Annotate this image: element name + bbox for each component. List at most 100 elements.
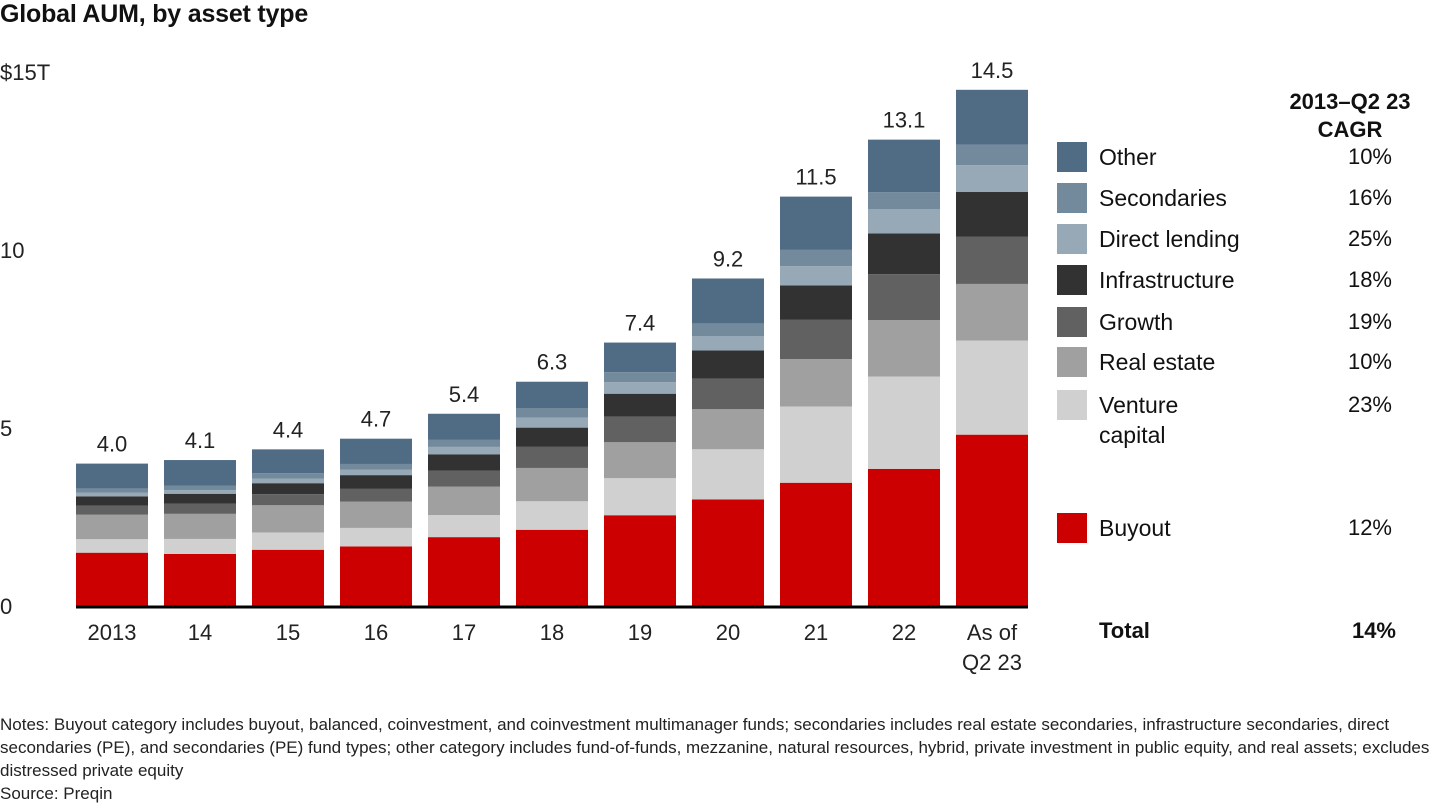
legend-swatch	[1057, 307, 1087, 337]
bar-segment-buyout	[164, 553, 236, 606]
bar-total-label: 7.4	[625, 311, 656, 336]
legend-item: Secondaries	[1057, 183, 1289, 213]
legend-label: Buyout	[1099, 515, 1171, 541]
bar-segment-venture-capital	[780, 406, 852, 483]
bar-segment-infrastructure	[164, 493, 236, 504]
legend-label: Other	[1099, 144, 1157, 170]
x-tick-label: 22	[892, 620, 916, 645]
x-tick-label: 16	[364, 620, 388, 645]
y-tick-label: $15T	[0, 60, 50, 85]
bar-segment-other	[340, 438, 412, 464]
bar-segment-growth	[956, 236, 1028, 284]
bar-segment-infrastructure	[692, 350, 764, 379]
x-tick-label: 18	[540, 620, 564, 645]
stacked-bar-chart: 0 5 10 $15T 4.0 2013 4.1 14 4.4 15 4.7 16 5.4 17 6.3 18…	[0, 58, 1028, 675]
bar-segment-real-estate	[868, 320, 940, 377]
bar-segment-secondaries	[428, 439, 500, 447]
bar-segment-buyout	[780, 482, 852, 606]
bar-segment-direct-lending	[780, 266, 852, 286]
bar-segment-buyout	[516, 529, 588, 606]
legend-item: Direct lending	[1057, 224, 1289, 254]
bar-segment-direct-lending	[604, 382, 676, 394]
bar-segment-venture-capital	[428, 515, 500, 538]
bar-segment-direct-lending	[428, 446, 500, 455]
bar-segment-venture-capital	[516, 501, 588, 530]
bar-segment-growth	[340, 488, 412, 502]
legend-label: Direct lending	[1099, 226, 1240, 252]
bar-segment-venture-capital	[604, 478, 676, 516]
y-tick-label: 0	[0, 594, 12, 619]
legend-swatch	[1057, 347, 1087, 377]
legend-item: Other	[1057, 142, 1289, 172]
bar-segment-buyout	[428, 537, 500, 606]
legend-swatch	[1057, 265, 1087, 295]
bar-segment-buyout	[252, 549, 324, 606]
bar-segment-venture-capital	[252, 532, 324, 550]
bar-segment-direct-lending	[252, 478, 324, 484]
bar-total-label: 9.2	[713, 246, 744, 271]
total-cagr-value: 14%	[1351, 618, 1396, 643]
bar-segment-venture-capital	[76, 539, 148, 553]
bar-segment-other	[956, 89, 1028, 145]
legend-item: Real estate	[1057, 347, 1289, 377]
bar-total-label: 4.0	[97, 432, 128, 457]
legend-cagr-value: 25%	[1347, 226, 1392, 251]
bar-segment-other	[428, 413, 500, 440]
legend-swatch	[1057, 183, 1087, 213]
legend-item: Buyout	[1057, 513, 1289, 543]
bar-segment-buyout	[692, 499, 764, 606]
x-tick-label: 20	[716, 620, 740, 645]
chart-title: Global AUM, by asset type	[0, 0, 309, 28]
footnotes: Notes: Buyout category includes buyout, …	[0, 713, 1440, 805]
bar-segment-infrastructure	[516, 427, 588, 447]
legend-header-line2: CAGR	[1317, 117, 1383, 142]
legend-label: Infrastructure	[1099, 267, 1235, 293]
bar-segment-buyout	[76, 552, 148, 606]
bar-segment-real-estate	[780, 359, 852, 407]
legend-item: Growth	[1057, 307, 1289, 337]
bar-total-label: 4.1	[185, 428, 216, 453]
legend-label: Secondaries	[1099, 185, 1227, 211]
bar-total-label: 14.5	[971, 58, 1014, 83]
bar-segment-venture-capital	[164, 538, 236, 554]
notes-text: Notes: Buyout category includes buyout, …	[0, 715, 1430, 780]
bar-segment-real-estate	[76, 514, 148, 540]
bar-segment-secondaries	[868, 192, 940, 210]
legend-item: Infrastructure	[1057, 265, 1289, 295]
legend-item: Venture capital	[1057, 390, 1289, 450]
bar-segment-other	[868, 139, 940, 193]
bar-segment-growth	[692, 378, 764, 410]
bar-segment-real-estate	[516, 467, 588, 502]
bar-segment-growth	[868, 274, 940, 321]
legend-swatch	[1057, 142, 1087, 172]
x-tick-label: 17	[452, 620, 476, 645]
bar-total-label: 13.1	[883, 108, 926, 133]
bar-segment-other	[252, 449, 324, 474]
bar-segment-infrastructure	[956, 192, 1028, 237]
bar-segment-growth	[76, 505, 148, 515]
bar-segment-secondaries	[164, 485, 236, 491]
bar-segment-secondaries	[604, 372, 676, 383]
legend-header: 2013–Q2 23 CAGR	[1280, 88, 1420, 144]
bar-segment-direct-lending	[868, 209, 940, 234]
bar-segment-direct-lending	[516, 417, 588, 428]
legend-cagr-value: 23%	[1347, 392, 1392, 417]
bar-segment-direct-lending	[956, 165, 1028, 193]
bar-segment-secondaries	[516, 408, 588, 418]
bar-segment-other	[692, 278, 764, 324]
bar-segment-venture-capital	[868, 376, 940, 469]
bar-segment-real-estate	[428, 486, 500, 516]
legend-label: Growth	[1099, 309, 1174, 335]
bar-segment-secondaries	[76, 488, 148, 493]
bar-segment-other	[780, 196, 852, 250]
legend-cagr-value: 18%	[1347, 267, 1392, 292]
bar-segment-venture-capital	[340, 527, 412, 547]
bar-segment-real-estate	[956, 283, 1028, 341]
bar-segment-real-estate	[340, 501, 412, 528]
bar-segment-other	[604, 342, 676, 373]
bar-segment-growth	[780, 319, 852, 360]
legend-cagr-value: 12%	[1347, 515, 1392, 540]
bar-segment-infrastructure	[604, 393, 676, 417]
bar-segment-real-estate	[604, 442, 676, 479]
legend-label: Venture capital	[1099, 392, 1179, 448]
